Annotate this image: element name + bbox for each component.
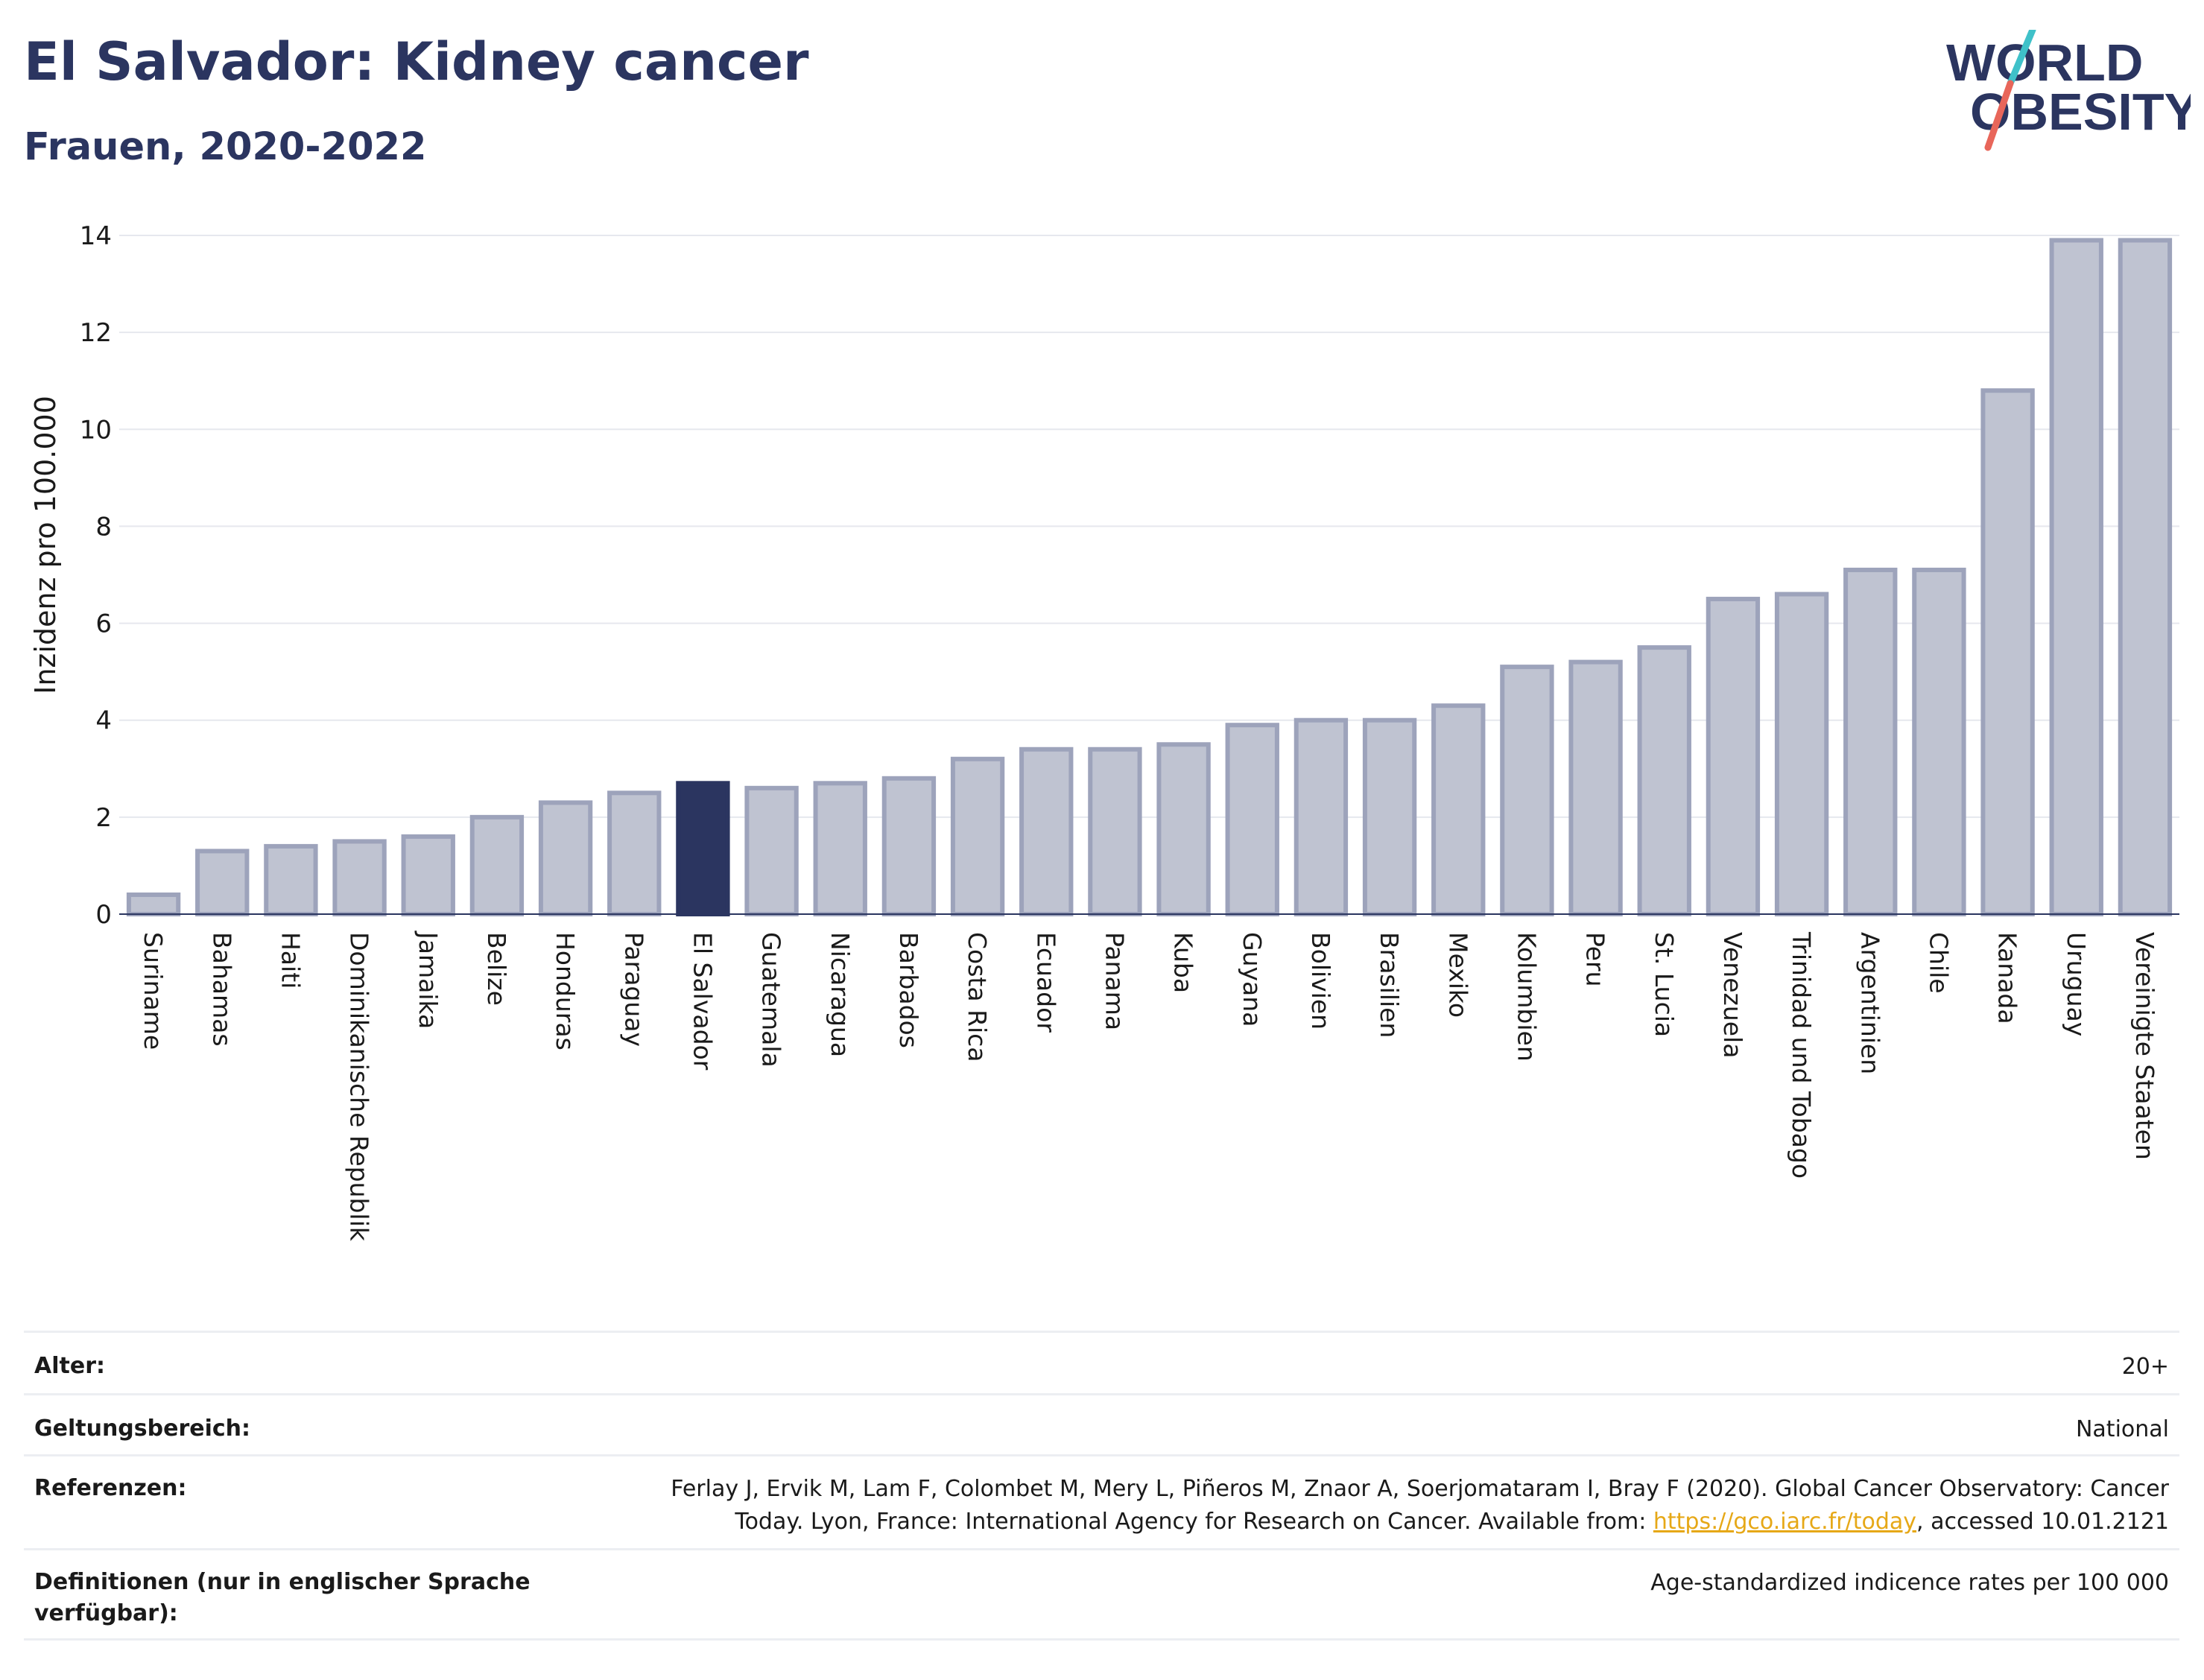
x-tick-label: Venezuela bbox=[1718, 932, 1747, 1058]
bar-suriname bbox=[126, 892, 181, 917]
bar-paraguay bbox=[607, 790, 662, 916]
x-tick-label: Guatemala bbox=[757, 932, 786, 1068]
meta-row-age: Alter: 20+ bbox=[24, 1331, 2179, 1393]
references-label: Referenzen: bbox=[34, 1475, 187, 1501]
metadata-table: Alter: 20+ Geltungsbereich: National Ref… bbox=[24, 1331, 2179, 1641]
bar-uruguay bbox=[2049, 238, 2103, 916]
x-tick-label: Trinidad und Tobago bbox=[1787, 931, 1816, 1179]
bar-kanada bbox=[1980, 388, 2035, 916]
bar-chart: 0 2 4 6 8 10 12 14 Suriname Bahamas Haiti Dominika… bbox=[29, 221, 2179, 1242]
x-tick-label: Barbados bbox=[894, 932, 923, 1048]
gridlines bbox=[119, 235, 2179, 818]
x-tick-label: Kolumbien bbox=[1512, 932, 1541, 1062]
x-tick-label: Bahamas bbox=[207, 932, 236, 1047]
definitions-label: Definitionen (nur in englischer Sprache … bbox=[34, 1569, 531, 1626]
bar-mexiko bbox=[1431, 703, 1486, 916]
y-tick-label: 12 bbox=[80, 318, 112, 348]
meta-row-definitions: Definitionen (nur in englischer Sprache … bbox=[24, 1548, 2179, 1641]
bar-peru bbox=[1568, 659, 1623, 917]
y-tick-label: 10 bbox=[80, 415, 112, 445]
bar-nicaragua bbox=[813, 781, 867, 916]
x-tick-label: Mexiko bbox=[1443, 932, 1472, 1018]
x-tick-label: Nicaragua bbox=[826, 932, 855, 1057]
world-obesity-logo: WORLD OBESITY bbox=[1946, 30, 2191, 151]
x-tick-label: Suriname bbox=[139, 932, 168, 1050]
x-tick-label: Uruguay bbox=[2062, 932, 2091, 1036]
x-axis-labels: Suriname Bahamas Haiti Dominikanische Repub… bbox=[139, 931, 2159, 1242]
x-tick-label: Argentinien bbox=[1855, 932, 1884, 1074]
logo-word-world: WORLD bbox=[1946, 34, 2143, 92]
references-text-3: , accessed 10.01.2121 bbox=[1916, 1509, 2169, 1535]
y-tick-label: 2 bbox=[95, 803, 112, 833]
references-value: Ferlay J, Ervik M, Lam F, Colombet M, Me… bbox=[604, 1473, 2169, 1538]
bar-el-salvador bbox=[676, 781, 730, 916]
x-tick-label: Costa Rica bbox=[963, 932, 992, 1062]
references-link[interactable]: https://gco.iarc.fr/today bbox=[1653, 1509, 1917, 1535]
x-tick-label: Haiti bbox=[276, 932, 305, 989]
bar-kuba bbox=[1156, 742, 1211, 916]
x-tick-label: Jamaika bbox=[414, 931, 443, 1029]
x-tick-label: Belize bbox=[482, 932, 511, 1006]
bar-haiti bbox=[264, 843, 318, 917]
x-tick-label: Dominikanische Republik bbox=[345, 932, 374, 1242]
y-axis-ticks: 0 2 4 6 8 10 12 14 bbox=[80, 221, 112, 930]
bar-honduras bbox=[538, 800, 593, 916]
logo-slash-bottom bbox=[1984, 80, 2014, 151]
bar-trinidad-und-tobago bbox=[1774, 592, 1829, 916]
x-tick-label: Kanada bbox=[1993, 932, 2022, 1024]
y-tick-label: 6 bbox=[95, 609, 112, 639]
bar-belize bbox=[469, 814, 525, 917]
bar-vereinigte-staaten bbox=[2118, 238, 2173, 916]
age-label: Alter: bbox=[34, 1353, 105, 1379]
x-tick-label: Bolivien bbox=[1306, 932, 1335, 1030]
bar-bahamas bbox=[195, 849, 250, 916]
x-tick-label: Honduras bbox=[551, 932, 580, 1050]
x-tick-label: Paraguay bbox=[619, 932, 648, 1047]
references-text-1: Ferlay J, Ervik M, Lam F, Colombet M, Me… bbox=[671, 1476, 2169, 1502]
bar-jamaika bbox=[401, 834, 455, 917]
bar-bolivien bbox=[1293, 717, 1349, 916]
meta-row-references: Referenzen: Ferlay J, Ervik M, Lam F, Co… bbox=[24, 1454, 2179, 1548]
bar-barbados bbox=[881, 776, 937, 917]
scope-value: National bbox=[2075, 1416, 2169, 1442]
age-value: 20+ bbox=[2121, 1354, 2169, 1380]
x-tick-label: Ecuador bbox=[1031, 932, 1060, 1033]
bar-guyana bbox=[1225, 723, 1279, 916]
x-tick-label: Vereinigte Staaten bbox=[2130, 932, 2159, 1160]
x-tick-label: Brasilien bbox=[1375, 932, 1404, 1038]
x-tick-label: Guyana bbox=[1238, 932, 1267, 1027]
x-tick-label: Panama bbox=[1100, 932, 1129, 1030]
bar-venezuela bbox=[1706, 597, 1761, 916]
references-text-2: Today. Lyon, France: International Agenc… bbox=[735, 1509, 1653, 1535]
x-tick-label: Chile bbox=[1924, 932, 1953, 994]
chart-title: El Salvador: Kidney cancer bbox=[24, 31, 809, 92]
bar-argentinien bbox=[1843, 567, 1898, 916]
y-tick-label: 4 bbox=[95, 706, 112, 736]
bar-st-lucia bbox=[1637, 645, 1691, 916]
bar-kolumbien bbox=[1500, 665, 1554, 917]
bar-brasilien bbox=[1362, 717, 1417, 916]
bar-dominikanische-republik bbox=[332, 839, 387, 916]
bar-chile bbox=[1912, 567, 1966, 916]
x-tick-label: Peru bbox=[1581, 932, 1610, 987]
y-tick-label: 0 bbox=[95, 900, 112, 930]
x-tick-label: St. Lucia bbox=[1650, 932, 1679, 1037]
y-tick-label: 8 bbox=[95, 512, 112, 542]
bar-panama bbox=[1088, 747, 1142, 916]
logo-slash-top bbox=[2007, 30, 2036, 87]
y-axis-title: Inzidenz pro 100.000 bbox=[29, 396, 62, 694]
x-tick-label: Kuba bbox=[1169, 932, 1198, 993]
y-tick-label: 14 bbox=[80, 221, 112, 251]
meta-row-scope: Geltungsbereich: National bbox=[24, 1393, 2179, 1454]
bars bbox=[126, 238, 2173, 917]
x-tick-label: El Salvador bbox=[688, 932, 717, 1071]
definitions-value: Age-standardized indicence rates per 100… bbox=[1650, 1570, 2169, 1596]
scope-label: Geltungsbereich: bbox=[34, 1416, 251, 1442]
chart-subtitle: Frauen, 2020-2022 bbox=[24, 125, 427, 169]
bar-guatemala bbox=[744, 785, 799, 917]
bar-costa-rica bbox=[950, 756, 1005, 916]
bar-ecuador bbox=[1019, 747, 1074, 916]
